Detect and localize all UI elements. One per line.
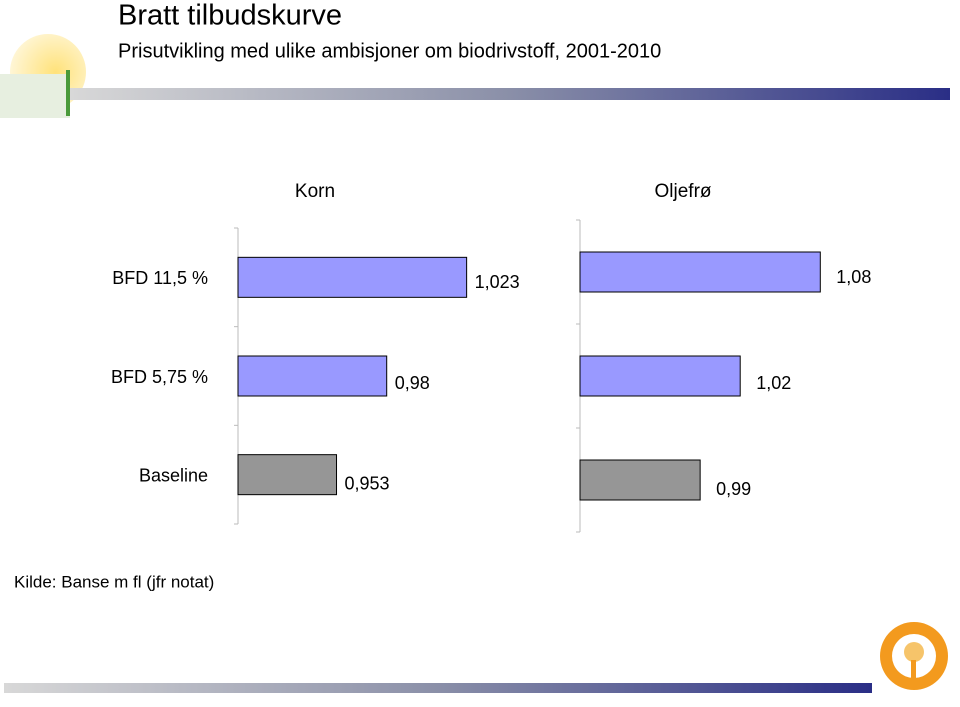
category-label: BFD 11,5 % bbox=[112, 268, 208, 288]
bar bbox=[579, 459, 701, 501]
value-label: 0,99 bbox=[716, 479, 751, 499]
value-label: 0,953 bbox=[345, 473, 390, 493]
bar bbox=[237, 355, 388, 397]
category-label: BFD 5,75 % bbox=[111, 367, 208, 387]
bar bbox=[237, 454, 338, 496]
value-label: 1,08 bbox=[836, 267, 871, 287]
footer-decoration bbox=[4, 622, 948, 693]
bar bbox=[579, 355, 741, 397]
value-label: 1,02 bbox=[756, 373, 791, 393]
charts: Korn 1,023 BFD 11,5 % 0,98 BFD 5,75 % 0,953 Ba… bbox=[111, 181, 871, 533]
bar bbox=[237, 256, 468, 298]
header-decoration bbox=[0, 34, 950, 118]
slide-title: Bratt tilbudskurve bbox=[118, 0, 342, 32]
slide-subtitle: Prisutvikling med ulike ambisjoner om bi… bbox=[118, 40, 661, 62]
value-label: 1,023 bbox=[475, 272, 520, 292]
chart-title: Oljefrø bbox=[655, 181, 712, 202]
bar bbox=[579, 251, 821, 293]
chart-title: Korn bbox=[295, 181, 335, 202]
value-label: 0,98 bbox=[395, 373, 430, 393]
category-label: Baseline bbox=[139, 465, 208, 485]
source-note: Kilde: Banse m fl (jfr notat) bbox=[14, 572, 214, 591]
